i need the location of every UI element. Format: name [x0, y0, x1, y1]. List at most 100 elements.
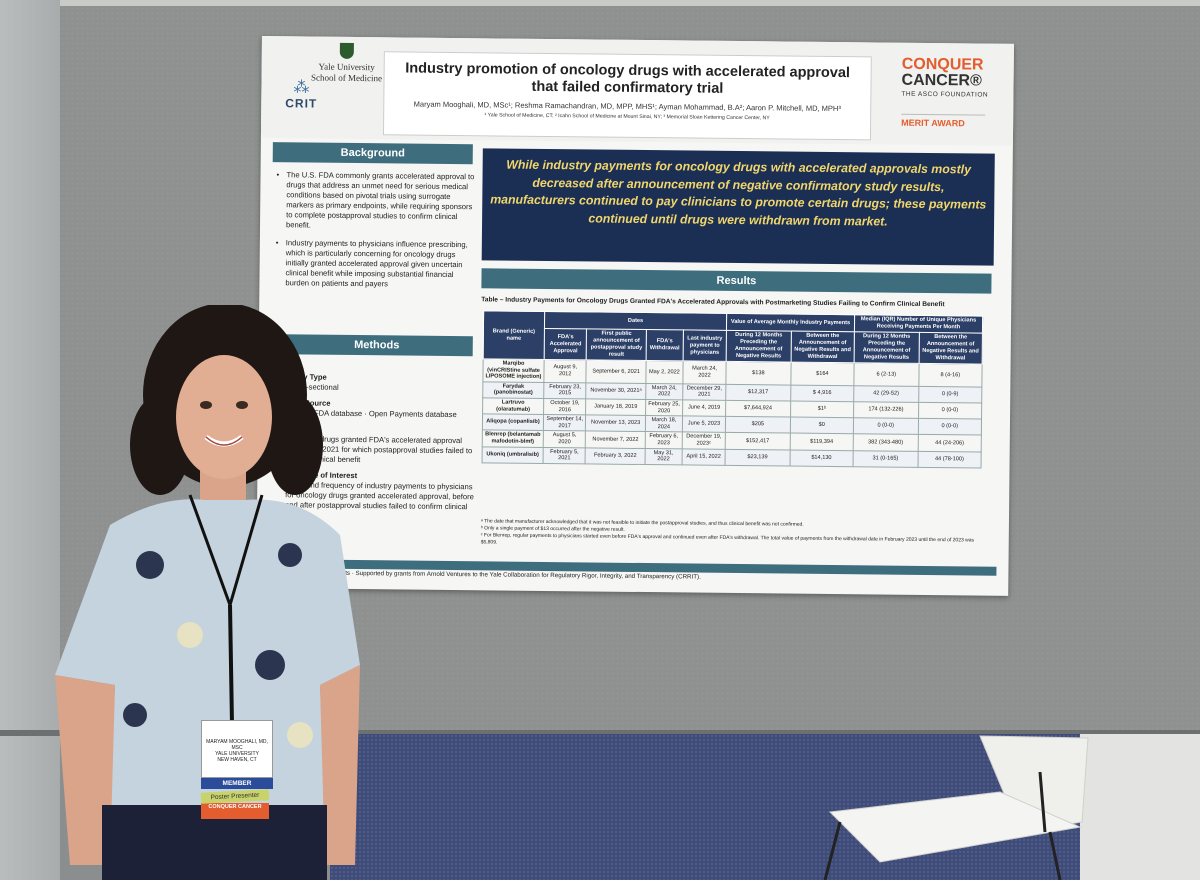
crit-dots-icon: ⁂	[293, 79, 310, 97]
table-cell: November 30, 2021ᵃ	[586, 382, 646, 400]
table-cell: 44 (78-100)	[917, 450, 982, 468]
table-cell: March 24, 2022	[645, 383, 683, 400]
col-header: First public announcement of postapprova…	[586, 328, 647, 361]
col-header: FDA's Withdrawal	[645, 329, 684, 361]
table-cell: $119,394	[789, 433, 854, 451]
table-cell: 174 (132-226)	[853, 401, 919, 419]
table-cell: $164	[790, 362, 855, 386]
table-cell: February 3, 2022	[585, 447, 646, 465]
col-header: Brand (Generic) name	[483, 310, 545, 360]
table-cell: June 4, 2019	[682, 399, 726, 417]
name-badge: MARYAM MOOGHALI, MD, MSC YALE UNIVERSITY…	[200, 720, 276, 860]
col-header: Last industry payment to physicians	[683, 329, 727, 362]
results-heading: Results	[481, 268, 992, 294]
table-cell: 31 (0-165)	[853, 450, 918, 468]
table-cell: March 18, 2024	[645, 415, 683, 433]
background-bullet: The U.S. FDA commonly grants accelerated…	[276, 170, 477, 232]
table-cell: November 13, 2023	[585, 415, 646, 432]
table-cell: February 23, 2015	[543, 382, 587, 399]
table-cell: $138	[725, 361, 791, 385]
col-group-header: Median (IQR) Number of Unique Physicians…	[854, 314, 983, 334]
table-cell: March 24, 2022	[682, 360, 727, 385]
table-cell: September 14, 2017	[543, 414, 587, 432]
merit-award: MERIT AWARD	[901, 113, 986, 129]
table-cell: 0 (0-0)	[853, 417, 919, 435]
drug-name-cell: Farydak (panobinostat)	[482, 381, 544, 399]
poster-header: Yale University School of Medicine ⁂ CRI…	[260, 36, 1014, 146]
col-group-header: Value of Average Monthly Industry Paymen…	[726, 313, 855, 332]
conquer-cancer-logo: CONQUER CANCER® THE ASCO FOUNDATION MERI…	[901, 56, 1012, 129]
key-finding-banner: While industry payments for oncology dru…	[481, 148, 995, 266]
wall-top	[0, 0, 1200, 8]
sponsor-line3: THE ASCO FOUNDATION	[901, 90, 989, 99]
table-cell: $7,644,924	[725, 400, 791, 418]
badge-conquer-ribbon: CONQUER CANCER	[201, 803, 269, 819]
table-cell: 42 (29-52)	[853, 385, 919, 403]
board-base	[0, 730, 1200, 736]
col-header: During 12 Months Preceding the Announcem…	[854, 331, 920, 364]
table-cell: $1ᵇ	[790, 401, 854, 418]
table-cell: $205	[725, 416, 791, 434]
drug-name-cell: Lartruvo (olaratumab)	[482, 397, 544, 415]
poster-title: Industry promotion of oncology drugs wit…	[405, 60, 851, 97]
white-chair	[823, 735, 1089, 880]
badge-location: NEW HAVEN, CT	[217, 757, 257, 763]
poster-affiliations: ¹ Yale School of Medicine, CT; ² Icahn S…	[484, 112, 770, 122]
yale-logo: Yale University School of Medicine	[302, 42, 392, 84]
table-cell: $ 4,916	[790, 384, 854, 402]
table-cell: 0 (0-0)	[918, 402, 982, 420]
presenter-person	[55, 305, 360, 880]
table-cell: $14,130	[789, 449, 854, 467]
badge-name: MARYAM MOOGHALI, MD, MSC	[206, 739, 268, 751]
col-header: Between the Announcement of Negative Res…	[918, 332, 983, 365]
badge-card: MARYAM MOOGHALI, MD, MSC YALE UNIVERSITY…	[201, 720, 273, 778]
badge-member-ribbon: MEMBER	[201, 778, 273, 789]
table-cell: September 6, 2021	[586, 359, 646, 384]
badge-presenter-ribbon: Poster Presenter	[200, 789, 270, 804]
table-cell: February 25, 2020	[645, 399, 683, 417]
table-cell: April 15, 2022	[682, 448, 726, 466]
table-footnotes: ᵃ The date that manufacturer acknowledge…	[481, 518, 986, 551]
drug-name-cell: Marqibo (vinCRIStine sulfate LIPOSOME in…	[482, 358, 545, 383]
table-cell: November 7, 2022	[585, 431, 646, 449]
drug-name-cell: Blenrep (belantamab mafodotin-blmf)	[482, 430, 544, 447]
table-cell: December 19, 2023ᶜ	[682, 432, 726, 449]
right-wall	[1080, 734, 1200, 880]
table-cell: January 18, 2019	[586, 398, 646, 416]
table-cell: May 2, 2022	[645, 360, 684, 384]
table-cell: $12,317	[725, 384, 791, 402]
drug-name-cell: Ukoniq (umbralisib)	[482, 446, 544, 464]
col-header: Between the Announcement of Negative Res…	[790, 331, 855, 363]
results-table-body: Marqibo (vinCRIStine sulfate LIPOSOME in…	[482, 358, 983, 468]
yale-shield-icon	[339, 42, 354, 59]
table-cell: February 6, 2023	[645, 431, 683, 449]
table-cell: May 31, 2022	[644, 448, 683, 465]
col-group-header: Dates	[544, 311, 727, 331]
table-cell: 6 (2-13)	[853, 362, 919, 387]
table-cell: 8 (4-16)	[918, 363, 983, 387]
background-text: The U.S. FDA commonly grants accelerated…	[275, 170, 476, 298]
table-cell: December 29, 2021	[682, 383, 726, 401]
title-box: Industry promotion of oncology drugs wit…	[382, 51, 872, 141]
background-heading: Background	[272, 142, 473, 165]
col-header: FDA's Accelerated Approval	[544, 328, 587, 360]
table-caption: Table – Industry Payments for Oncology D…	[481, 296, 945, 309]
table-cell: 0 (0-0)	[917, 418, 982, 436]
table-cell: $23,139	[725, 448, 790, 466]
background-bullet: Industry payments to physicians influenc…	[275, 238, 476, 290]
drug-name-cell: Aliqopa (copanlisib)	[482, 413, 544, 431]
crit-logo-text: CRIT	[285, 96, 318, 111]
col-header: During 12 Months Preceding the Announcem…	[726, 330, 792, 363]
results-table: Brand (Generic) name Dates Value of Aver…	[482, 310, 984, 468]
table-cell: August 9, 2012	[543, 359, 587, 383]
table-cell: 382 (343-480)	[853, 434, 918, 451]
table-cell: October 19, 2016	[543, 398, 587, 416]
table-cell: 0 (0-9)	[918, 386, 982, 404]
table-cell: February 5, 2021	[543, 446, 586, 464]
table-cell: $0	[790, 417, 854, 435]
badge-org: YALE UNIVERSITY	[215, 751, 259, 757]
table-cell: June 5, 2023	[682, 416, 726, 433]
table-cell: 44 (24-206)	[917, 434, 982, 452]
table-cell: August 5, 2020	[543, 430, 586, 448]
